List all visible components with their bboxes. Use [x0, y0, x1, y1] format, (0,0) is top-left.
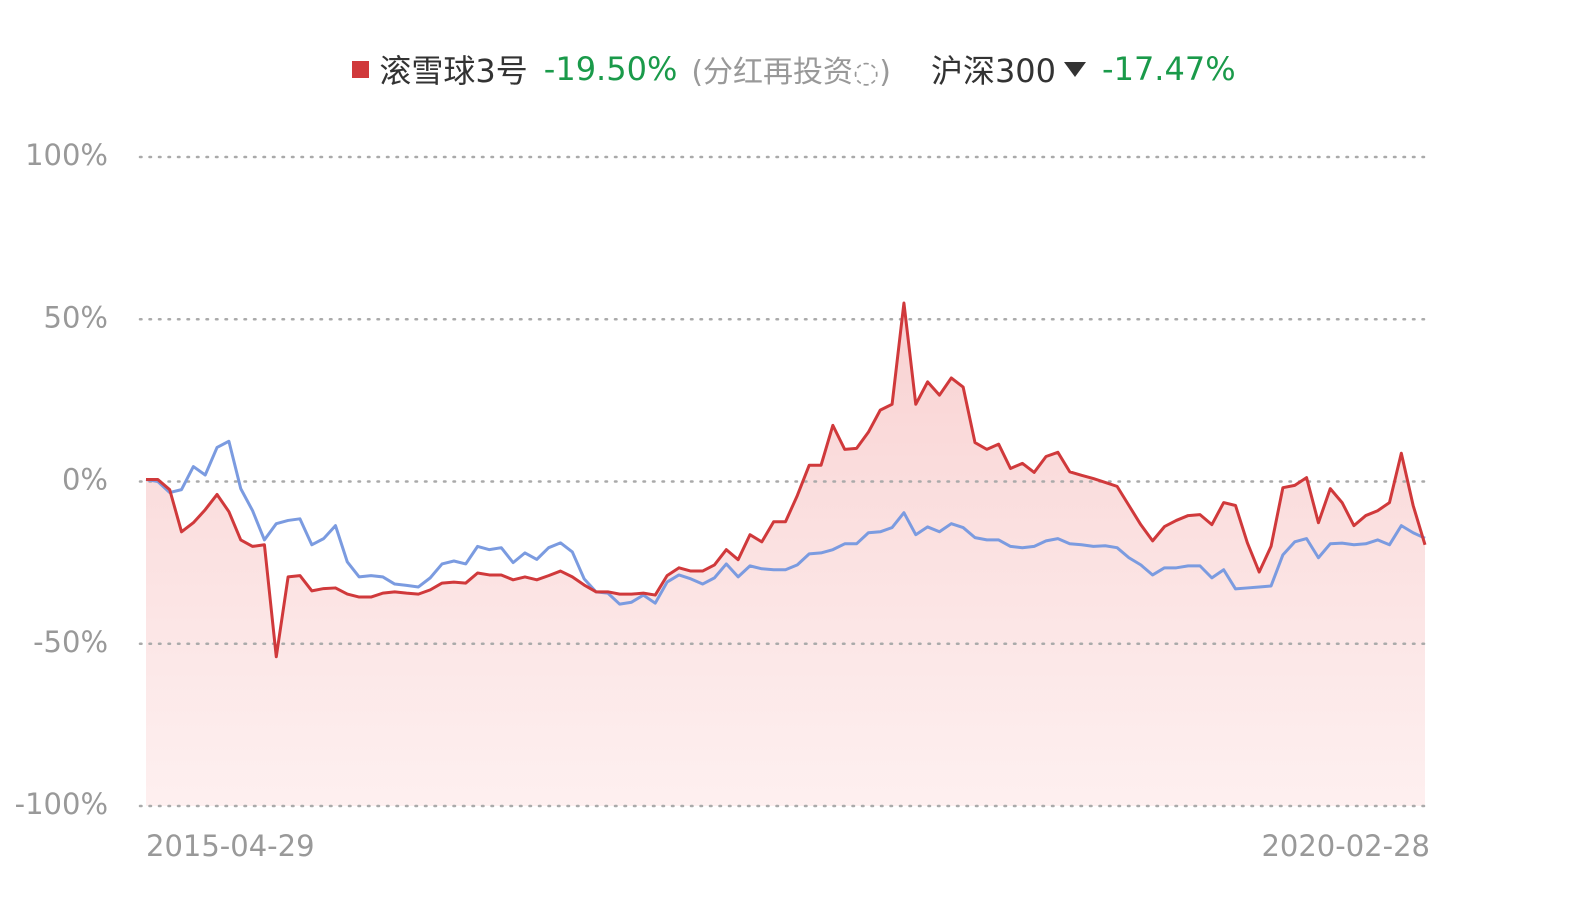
legend-label: 滚雪球3号: [379, 52, 528, 90]
y-tick-label: -50%: [33, 625, 108, 659]
y-tick-label: -100%: [15, 787, 108, 821]
x-tick-label: 2020-02-28: [1261, 829, 1430, 863]
y-tick-label: 50%: [44, 300, 108, 334]
return-value: -19.50%: [543, 50, 678, 88]
y-tick-label: 100%: [25, 138, 108, 172]
legend: 滚雪球3号 -19.50% (分红再投资◌) 沪深300 -17.47%: [0, 46, 1588, 92]
y-tick-label: 0%: [62, 463, 108, 497]
note[interactable]: (分红再投资◌): [691, 55, 891, 90]
legend-label: 沪深300: [930, 52, 1057, 90]
return-value: -17.47%: [1102, 50, 1236, 88]
x-tick-label: 2015-04-29: [146, 829, 315, 863]
line: [146, 301, 1427, 659]
dropdown-icon[interactable]: [1062, 59, 1088, 79]
legend-swatch: [352, 60, 370, 78]
line: [145, 439, 1426, 606]
area: [146, 303, 1425, 806]
